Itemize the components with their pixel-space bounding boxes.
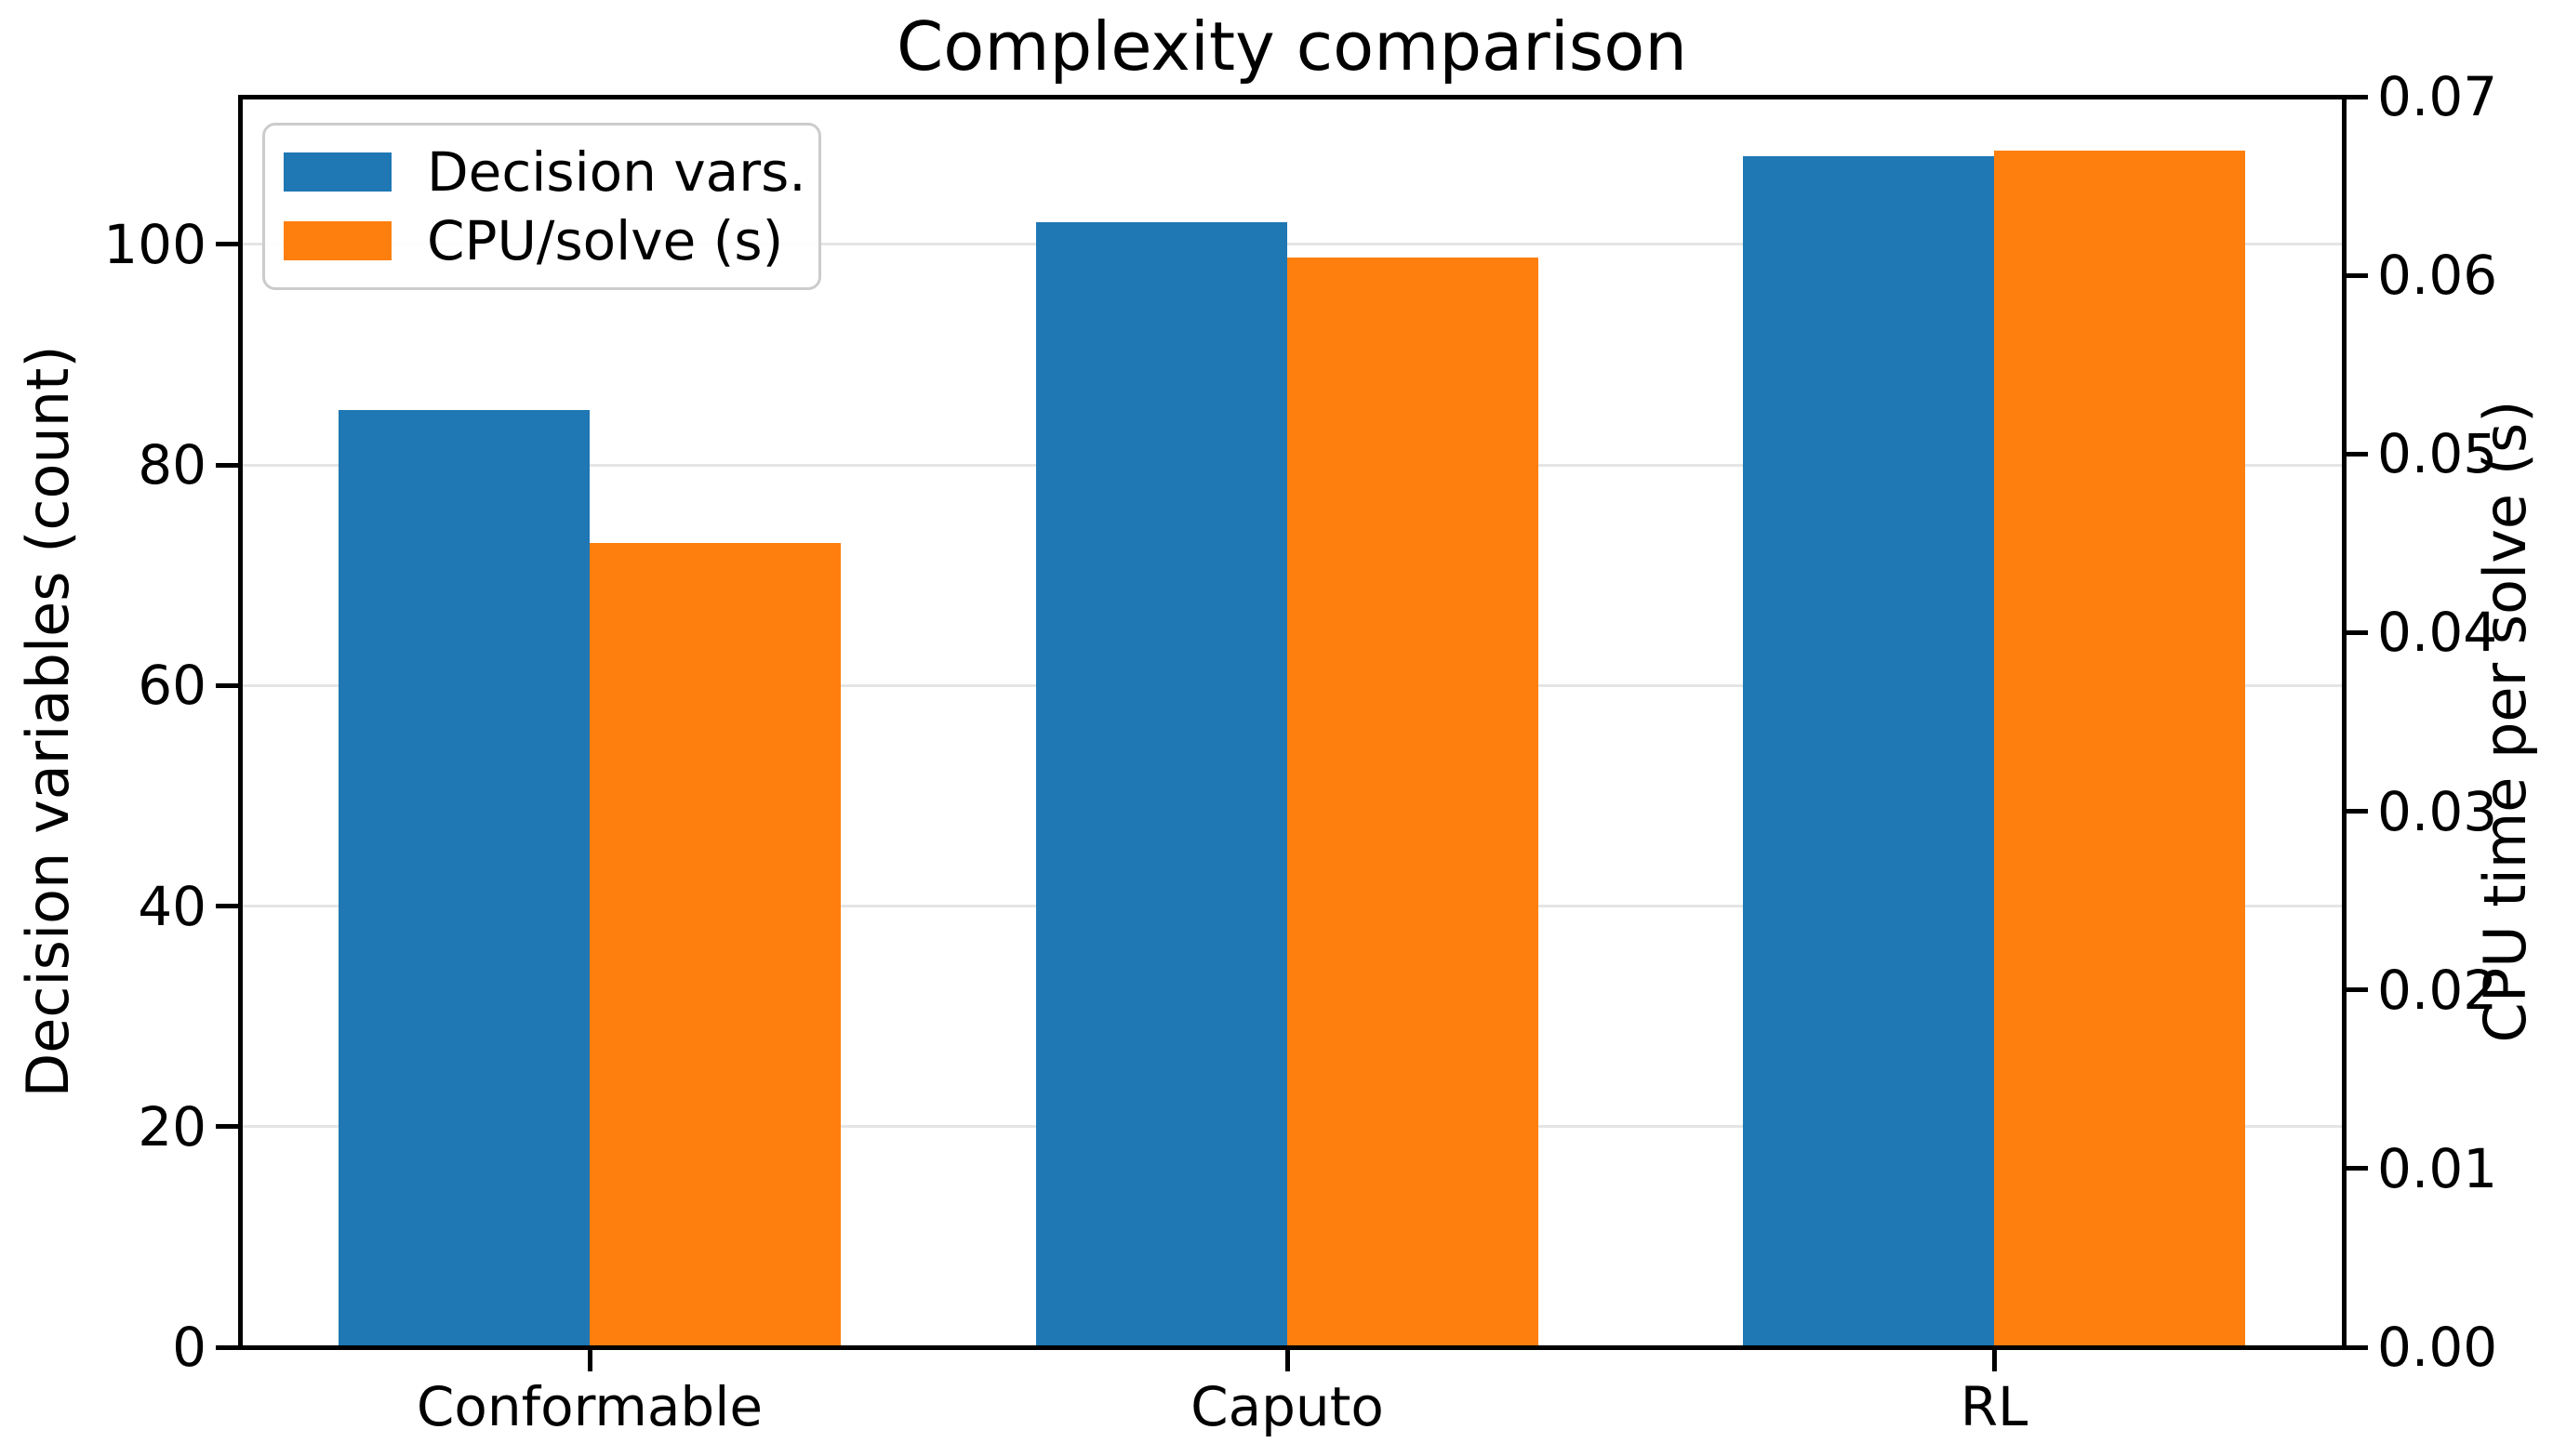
right-tick-mark bbox=[2346, 272, 2368, 278]
x-tick-mark bbox=[1284, 1349, 1290, 1371]
left-tick-mark bbox=[216, 682, 238, 688]
bar-cpu-solve-caputo bbox=[1287, 257, 1538, 1347]
bar-decision-vars-conformable bbox=[339, 409, 590, 1347]
top-spine bbox=[237, 94, 2347, 99]
right-tick-mark bbox=[2346, 94, 2368, 99]
right-tick-label: 0.07 bbox=[2377, 65, 2498, 128]
legend-entry-cpu-solve: CPU/solve (s) bbox=[284, 214, 800, 268]
bottom-spine bbox=[237, 1344, 2347, 1350]
legend-label: CPU/solve (s) bbox=[427, 208, 784, 272]
chart-title: Complexity comparison bbox=[897, 7, 1687, 86]
bar-cpu-solve-rl bbox=[1994, 150, 2245, 1347]
legend: Decision vars. CPU/solve (s) bbox=[262, 123, 821, 290]
left-tick-label: 20 bbox=[138, 1094, 206, 1158]
left-spine bbox=[237, 94, 243, 1350]
x-tick-mark bbox=[587, 1349, 592, 1371]
right-tick-mark bbox=[2346, 987, 2368, 993]
x-tick-mark bbox=[1991, 1349, 1997, 1371]
left-tick-mark bbox=[216, 1124, 238, 1130]
left-tick-label: 100 bbox=[103, 212, 206, 276]
x-tick-label-rl: RL bbox=[1960, 1375, 2028, 1438]
left-tick-label: 0 bbox=[172, 1316, 206, 1379]
right-tick-label: 0.00 bbox=[2377, 1316, 2498, 1379]
bar-decision-vars-rl bbox=[1743, 156, 1994, 1347]
right-tick-label: 0.04 bbox=[2377, 601, 2498, 665]
right-tick-label: 0.02 bbox=[2377, 958, 2498, 1022]
gridline bbox=[240, 243, 2344, 246]
right-tick-label: 0.01 bbox=[2377, 1136, 2498, 1200]
left-tick-mark bbox=[216, 904, 238, 909]
right-y-axis-label: CPU time per solve (s) bbox=[2471, 400, 2539, 1043]
legend-swatch-orange-icon bbox=[284, 220, 392, 260]
right-tick-label: 0.03 bbox=[2377, 779, 2498, 843]
right-tick-label: 0.06 bbox=[2377, 244, 2498, 308]
right-tick-label: 0.05 bbox=[2377, 422, 2498, 486]
right-tick-mark bbox=[2346, 1344, 2368, 1350]
right-spine bbox=[2341, 94, 2347, 1350]
bar-cpu-solve-conformable bbox=[590, 543, 841, 1347]
left-tick-label: 60 bbox=[138, 654, 206, 718]
legend-label: Decision vars. bbox=[427, 140, 806, 205]
left-tick-mark bbox=[216, 462, 238, 468]
legend-entry-decision-vars: Decision vars. bbox=[284, 145, 806, 199]
right-tick-mark bbox=[2346, 809, 2368, 814]
x-tick-label-caputo: Caputo bbox=[1190, 1375, 1384, 1438]
left-tick-label: 80 bbox=[138, 433, 206, 497]
left-tick-mark bbox=[216, 1344, 238, 1350]
left-tick-mark bbox=[216, 242, 238, 247]
right-tick-mark bbox=[2346, 629, 2368, 635]
bar-decision-vars-caputo bbox=[1036, 222, 1287, 1347]
right-tick-mark bbox=[2346, 1166, 2368, 1171]
legend-swatch-blue-icon bbox=[284, 152, 392, 192]
right-tick-mark bbox=[2346, 451, 2368, 457]
x-tick-label-conformable: Conformable bbox=[416, 1375, 764, 1438]
left-tick-label: 40 bbox=[138, 874, 206, 938]
